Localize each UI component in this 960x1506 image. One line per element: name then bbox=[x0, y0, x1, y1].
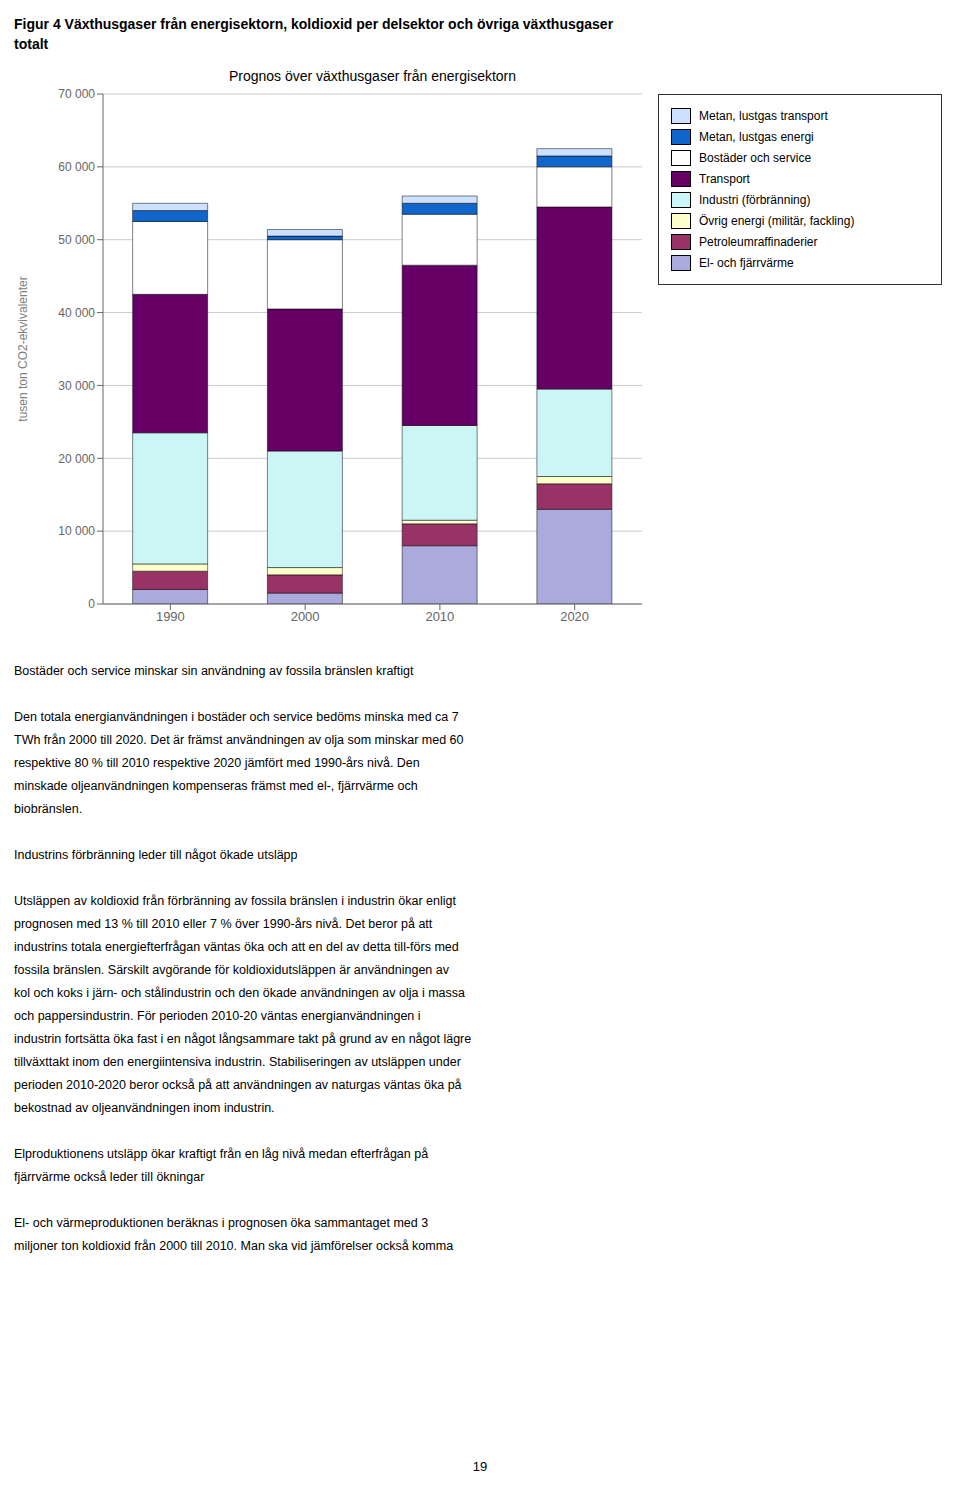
html-text:biobränslen.: biobränslen. bbox=[14, 802, 83, 816]
svg-text:0: 0 bbox=[88, 597, 95, 611]
svg-text:2020: 2020 bbox=[560, 609, 589, 624]
html-text:Industrins förbränning leder t: Industrins förbränning leder till något … bbox=[14, 848, 298, 862]
html-text:Bostäder och service: Bostäder och service bbox=[699, 151, 812, 165]
html-text:19: 19 bbox=[472, 1459, 488, 1474]
html-text:Metan, lustgas energi: Metan, lustgas energi bbox=[699, 130, 814, 144]
html-text:minskade oljeanvändningen komp: minskade oljeanvändningen kompenseras fr… bbox=[14, 779, 418, 793]
html-text:Prognos över växthusgaser från: Prognos över växthusgaser från energisek… bbox=[228, 68, 517, 84]
html-text:totalt: totalt bbox=[14, 36, 49, 52]
svg-text:2000: 2000 bbox=[291, 609, 320, 624]
html-text:Utsläppen av koldioxid från fö: Utsläppen av koldioxid från förbränning … bbox=[14, 894, 456, 908]
html-text:Figur 4 Växthusgaser från ener: Figur 4 Växthusgaser från energisektorn,… bbox=[14, 16, 614, 32]
svg-text:10 000: 10 000 bbox=[58, 524, 95, 538]
svg-text:70 000: 70 000 bbox=[58, 87, 95, 101]
html-text:Den totala energianvändningen: Den totala energianvändningen i bostäder… bbox=[14, 710, 459, 724]
html-text:Transport: Transport bbox=[699, 172, 750, 186]
html-text:TWh från 2000 till 2020. Det ä: TWh från 2000 till 2020. Det är främst a… bbox=[14, 733, 464, 747]
html-text:kol och koks i järn- och ståli: kol och koks i järn- och stålindustrin o… bbox=[14, 986, 465, 1000]
svg-text:2010: 2010 bbox=[425, 609, 454, 624]
html-text:Elproduktionens utsläpp ökar k: Elproduktionens utsläpp ökar kraftigt fr… bbox=[14, 1147, 429, 1161]
svg-text:20 000: 20 000 bbox=[58, 452, 95, 466]
svg-text:tusen ton CO2-ekvivalenter: tusen ton CO2-ekvivalenter bbox=[16, 276, 30, 421]
html-text:prognosen med 13 % till 2010 e: prognosen med 13 % till 2010 eller 7 % ö… bbox=[14, 917, 433, 931]
html-text:fossila bränslen. Särskilt avg: fossila bränslen. Särskilt avgörande för… bbox=[14, 963, 449, 977]
html-text:perioden 2010-2020 beror också: perioden 2010-2020 beror också på att an… bbox=[14, 1078, 462, 1092]
html-text:Metan, lustgas transport: Metan, lustgas transport bbox=[699, 109, 828, 123]
html-text:miljoner ton koldioxid från 20: miljoner ton koldioxid från 2000 till 20… bbox=[14, 1239, 454, 1253]
svg-text:50 000: 50 000 bbox=[58, 233, 95, 247]
html-text:El- och värmeproduktionen berä: El- och värmeproduktionen beräknas i pro… bbox=[14, 1216, 429, 1230]
html-text:tillväxttakt inom den energiin: tillväxttakt inom den energiintensiva in… bbox=[14, 1055, 461, 1069]
html-text:respektive 80 % till 2010 resp: respektive 80 % till 2010 respektive 202… bbox=[14, 756, 420, 770]
svg-text:40 000: 40 000 bbox=[58, 306, 95, 320]
html-text:och pappersindustrin. För peri: och pappersindustrin. För perioden 2010-… bbox=[14, 1009, 421, 1023]
html-text:Industri (förbränning): Industri (förbränning) bbox=[699, 193, 811, 207]
html-text:bekostnad av oljeanvändningen: bekostnad av oljeanvändningen inom indus… bbox=[14, 1101, 275, 1115]
svg-text:1990: 1990 bbox=[156, 609, 185, 624]
html-text:fjärrvärme också leder till ök: fjärrvärme också leder till ökningar bbox=[14, 1170, 205, 1184]
html-text:industrin fortsätta öka fast i: industrin fortsätta öka fast i en något … bbox=[14, 1032, 472, 1046]
svg-text:60 000: 60 000 bbox=[58, 160, 95, 174]
html-text:Övrig energi (militär, facklin: Övrig energi (militär, fackling) bbox=[699, 214, 855, 228]
html-text:industrins totala energiefterf: industrins totala energiefterfrågan vänt… bbox=[14, 940, 459, 954]
html-text:Petroleumraffinaderier: Petroleumraffinaderier bbox=[699, 235, 818, 249]
html-text:Bostäder och service minskar s: Bostäder och service minskar sin användn… bbox=[14, 664, 414, 678]
svg-text:30 000: 30 000 bbox=[58, 379, 95, 393]
html-text:El- och fjärrvärme: El- och fjärrvärme bbox=[699, 256, 794, 270]
